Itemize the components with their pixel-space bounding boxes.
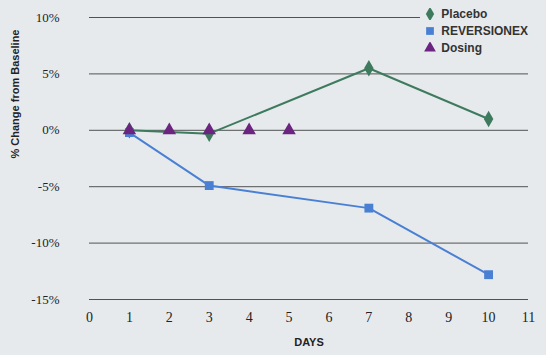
html-text:REVERSIONEX: REVERSIONEX [441,23,528,38]
svg-text:0: 0 [86,310,93,325]
svg-text:6: 6 [325,310,332,325]
svg-text:-15%: -15% [31,292,59,307]
svg-text:10%: 10% [36,10,60,25]
html-text:Dosing: Dosing [441,40,482,55]
svg-text:8: 8 [405,310,412,325]
svg-text:3: 3 [206,310,213,325]
svg-text:DAYS: DAYS [294,336,324,348]
svg-text:% Change from Baseline: % Change from Baseline [9,30,21,159]
svg-text:5: 5 [286,310,293,325]
html-text:Placebo: Placebo [441,6,488,21]
svg-text:2: 2 [166,310,173,325]
svg-text:1: 1 [126,310,133,325]
svg-text:4: 4 [246,310,253,325]
svg-text:0%: 0% [42,122,60,137]
svg-text:11: 11 [522,310,535,325]
svg-text:-10%: -10% [31,235,59,250]
svg-text:-5%: -5% [38,179,60,194]
svg-text:7: 7 [365,310,372,325]
svg-text:10: 10 [482,310,496,325]
svg-text:5%: 5% [42,66,60,81]
svg-text:9: 9 [445,310,452,325]
